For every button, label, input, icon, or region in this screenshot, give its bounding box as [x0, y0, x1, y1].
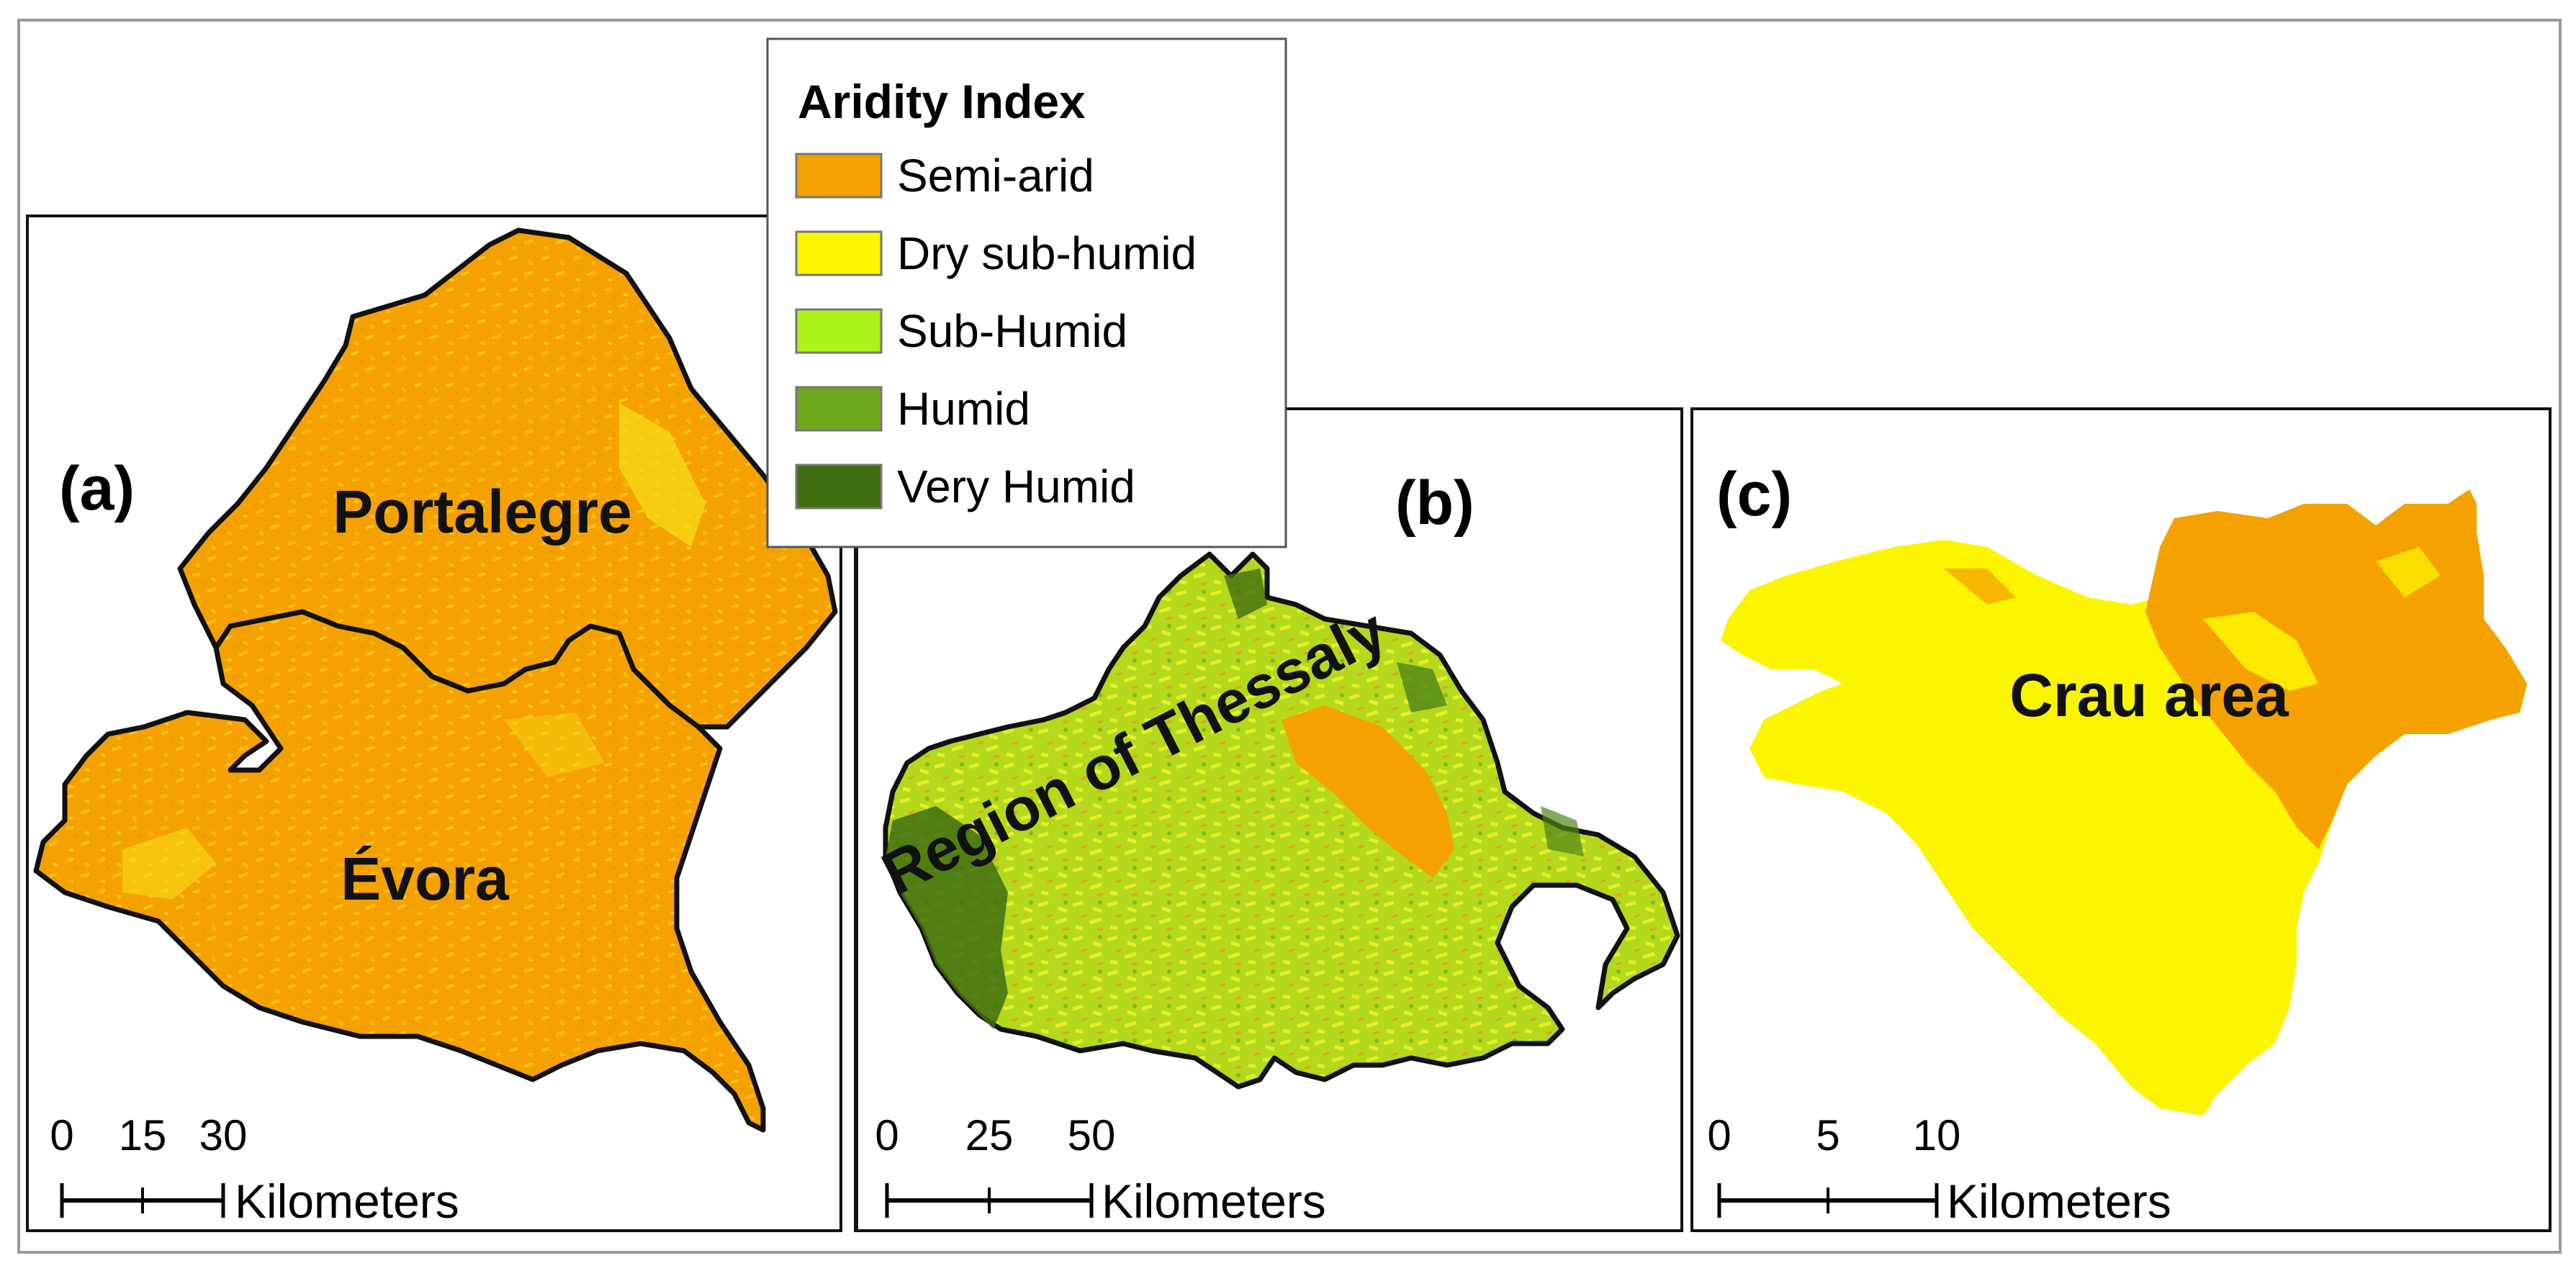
thessaly-very-humid-west [886, 806, 1008, 1029]
legend-label-4: Very Humid [897, 461, 1135, 512]
panel-c: (c) Crau area 0 5 10 Kilometers [1690, 407, 2552, 1232]
scale-a-tick-2: 30 [199, 1111, 248, 1159]
crau-semi-arid-strip [1944, 569, 2016, 605]
panel-a: (a) Portalegre Évora 0 15 30 Kilometers [26, 214, 842, 1232]
legend: Aridity Index Semi-arid Dry sub-humid Sub-… [766, 37, 1287, 548]
legend-label-1: Dry sub-humid [897, 227, 1197, 279]
scale-c-tick-2: 10 [1913, 1111, 1961, 1159]
crau-yellow-patch-2 [2376, 547, 2441, 597]
legend-title: Aridity Index [798, 75, 1086, 128]
scale-b-tick-2: 50 [1068, 1111, 1116, 1159]
scale-bar-a: 0 15 30 Kilometers [50, 1111, 459, 1228]
thessaly-very-humid-north [1224, 569, 1267, 619]
scale-b-tick-1: 25 [965, 1111, 1014, 1159]
portalegre-label: Portalegre [333, 478, 632, 546]
scale-a-unit: Kilometers [235, 1175, 459, 1228]
scale-bar-c: 0 5 10 Kilometers [1707, 1111, 2171, 1228]
legend-label-3: Humid [897, 383, 1030, 435]
outer-frame [17, 19, 2562, 1254]
scale-c-unit: Kilometers [1947, 1175, 2171, 1228]
scale-c-tick-1: 5 [1816, 1111, 1839, 1159]
evora-region [33, 609, 766, 1133]
panel-b-letter: (b) [1395, 469, 1474, 538]
crau-label: Crau area [2009, 661, 2289, 729]
legend-swatch-2 [795, 308, 883, 354]
evora-yellow-zone-2 [504, 713, 605, 777]
panel-c-letter: (c) [1716, 460, 1792, 529]
scale-b-unit: Kilometers [1102, 1175, 1326, 1228]
legend-swatch-3 [795, 386, 883, 432]
legend-label-0: Semi-arid [897, 150, 1094, 202]
thessaly-humid-southeast [1541, 806, 1584, 856]
legend-swatch-0 [795, 153, 883, 199]
thessaly-humid-east [1397, 662, 1447, 713]
legend-swatch-4 [795, 463, 883, 510]
scale-c-tick-0: 0 [1707, 1111, 1731, 1159]
legend-label-2: Sub-Humid [897, 305, 1127, 357]
legend-swatch-1 [795, 230, 883, 276]
thessaly-region [883, 551, 1680, 1090]
evora-label: Évora [341, 845, 510, 913]
scale-a-tick-0: 0 [50, 1111, 73, 1159]
evora-yellow-zone [122, 828, 216, 900]
scale-b-tick-0: 0 [875, 1111, 899, 1159]
panel-a-letter: (a) [59, 454, 135, 523]
scale-bar-b: 0 25 50 Kilometers [875, 1111, 1325, 1228]
thessaly-semi-arid-plain [1282, 705, 1454, 878]
legend-box [766, 37, 1287, 548]
portalegre-yellow-zone [619, 403, 706, 547]
crau-yellow-patch [2203, 612, 2318, 691]
scale-a-tick-1: 15 [119, 1111, 167, 1159]
